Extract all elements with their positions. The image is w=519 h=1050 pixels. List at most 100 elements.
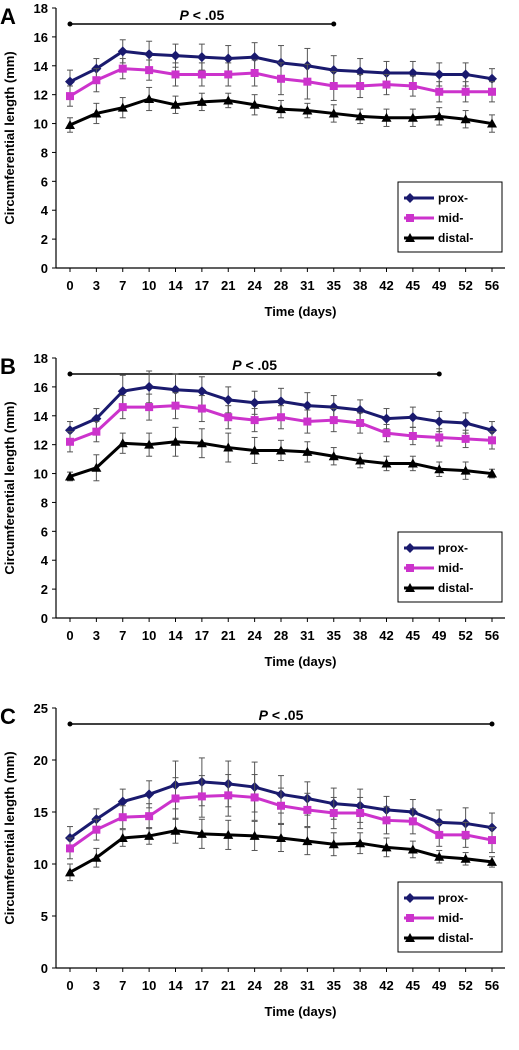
x-tick-label: 52 (458, 278, 472, 293)
data-point (303, 77, 312, 86)
data-point (328, 108, 339, 118)
data-point (224, 791, 233, 800)
legend-item: distal- (404, 581, 473, 595)
data-point (487, 468, 497, 478)
series-distal (65, 817, 497, 882)
data-point (250, 416, 259, 425)
data-point (91, 108, 102, 118)
significance-end-dot (67, 21, 73, 27)
data-point (488, 436, 496, 445)
x-tick-label: 17 (195, 278, 209, 293)
data-point (408, 817, 417, 826)
data-point (65, 425, 75, 436)
significance-end-dot (489, 721, 495, 727)
legend-label: mid- (438, 911, 463, 925)
significance-label: P < .05 (259, 707, 304, 723)
data-point (461, 830, 470, 839)
panel-label: A (0, 4, 16, 29)
x-tick-label: 42 (379, 628, 393, 643)
x-axis-title: Time (days) (264, 654, 336, 669)
axes: 0 5 10 15 20 25 0 3 7 10 14 17 21 24 28 31 35 38 42 45 49 52 5… (34, 701, 505, 993)
x-tick-label: 35 (327, 978, 341, 993)
y-tick-label: 0 (41, 961, 48, 976)
data-point (66, 844, 74, 853)
data-point (249, 830, 260, 840)
y-tick-label: 20 (34, 753, 48, 768)
x-tick-label: 38 (353, 278, 367, 293)
data-point (356, 809, 365, 818)
data-point (91, 462, 102, 472)
y-tick-label: 4 (41, 553, 49, 568)
data-point (65, 76, 75, 87)
y-tick-label: 18 (34, 1, 48, 16)
y-tick-label: 6 (41, 524, 48, 539)
legend-marker (405, 543, 415, 553)
y-tick-label: 10 (34, 857, 48, 872)
data-point (197, 792, 206, 801)
data-point (224, 413, 233, 422)
data-point (92, 825, 101, 834)
data-point (171, 70, 180, 79)
x-tick-label: 24 (247, 628, 262, 643)
data-point (303, 417, 312, 426)
data-point (144, 94, 155, 103)
data-point (329, 416, 338, 425)
legend-marker (405, 893, 415, 903)
x-tick-label: 14 (168, 628, 183, 643)
significance-label: P < .05 (179, 7, 224, 23)
x-tick-label: 28 (274, 278, 288, 293)
data-point (356, 419, 365, 427)
x-tick-label: 10 (142, 978, 156, 993)
data-point (382, 80, 391, 89)
y-tick-label: 16 (34, 380, 48, 395)
data-point (171, 794, 180, 803)
data-point (117, 438, 128, 448)
x-axis-title: Time (days) (264, 1004, 336, 1019)
legend-item: mid- (404, 561, 463, 575)
data-point (250, 69, 259, 77)
x-tick-label: 7 (119, 278, 126, 293)
x-tick-label: 10 (142, 278, 156, 293)
data-point (197, 404, 206, 413)
data-point (277, 801, 285, 810)
legend-marker (405, 583, 415, 592)
data-point (91, 852, 102, 862)
data-point (355, 111, 366, 121)
data-point (381, 68, 392, 78)
data-point (277, 74, 285, 83)
data-point (276, 445, 286, 455)
x-tick-label: 3 (93, 628, 100, 643)
significance-annotation: P < .05 (67, 357, 442, 377)
x-tick-label: 49 (432, 978, 446, 993)
x-tick-label: 14 (168, 978, 183, 993)
data-point (65, 867, 75, 877)
significance-end-dot (436, 371, 442, 377)
data-point (434, 464, 445, 474)
x-tick-label: 35 (327, 628, 341, 643)
data-point (328, 65, 339, 76)
legend-label: mid- (438, 211, 463, 225)
data-point (249, 445, 260, 455)
data-point (407, 844, 418, 854)
data-point (434, 817, 445, 828)
data-point (223, 442, 234, 452)
data-point (329, 809, 338, 818)
y-axis-title: Circumferential length (mm) (2, 51, 17, 224)
data-point (408, 82, 417, 90)
y-tick-label: 10 (34, 117, 48, 132)
data-point (381, 112, 392, 122)
data-point (381, 413, 392, 424)
significance-end-dot (67, 371, 73, 377)
data-point (223, 394, 234, 405)
data-point (144, 381, 155, 392)
data-point (197, 70, 206, 79)
legend-label: prox- (438, 891, 468, 905)
x-tick-label: 31 (300, 978, 314, 993)
y-tick-label: 5 (41, 909, 48, 924)
y-tick-label: 6 (41, 174, 48, 189)
data-point (382, 429, 391, 438)
x-tick-label: 28 (274, 978, 288, 993)
data-point (461, 434, 470, 443)
